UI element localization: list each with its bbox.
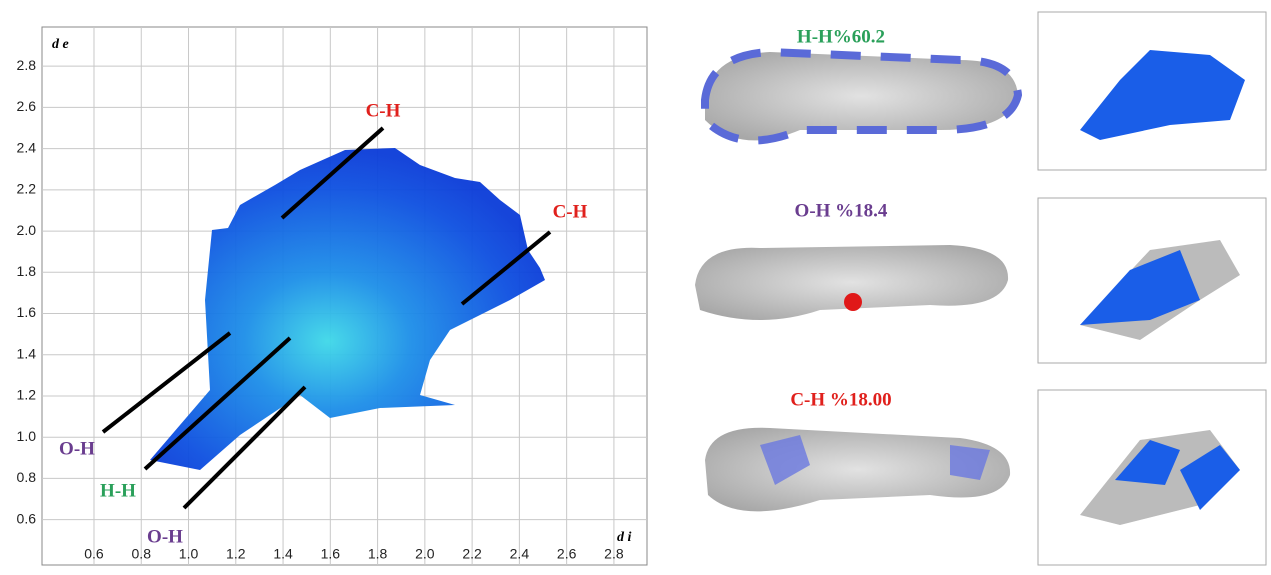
panel-label: H-H%60.2: [797, 26, 885, 47]
y-tick-label: 2.8: [17, 57, 37, 73]
x-tick-label: 2.0: [415, 546, 435, 562]
surface: [705, 52, 1018, 140]
x-tick-label: 2.4: [510, 546, 530, 562]
contact-spot: [844, 293, 862, 311]
x-tick-label: 1.8: [368, 546, 388, 562]
y-tick-label: 2.6: [17, 98, 37, 114]
panel-label: O-H %18.4: [795, 200, 888, 221]
panel-label: C-H %18.00: [790, 389, 891, 410]
x-tick-label: 1.6: [321, 546, 341, 562]
x-tick-label: 1.4: [273, 546, 293, 562]
annotation: O-H: [147, 526, 183, 547]
y-tick-label: 0.6: [17, 510, 37, 526]
figure: d e d i 0.6 0.8 1.0 1.2 1.4 1.6 1.8 2.0 2.2 2.4 2.…: [0, 0, 1271, 575]
x-tick-label: 0.8: [132, 546, 152, 562]
x-tick-label: 1.2: [226, 546, 246, 562]
x-tick-label: 2.6: [557, 546, 577, 562]
y-tick-label: 1.2: [17, 387, 37, 403]
y-tick-label: 2.2: [17, 181, 37, 197]
y-tick-label: 2.4: [17, 139, 37, 155]
molecules: [695, 52, 1018, 511]
y-tick-label: 1.0: [17, 428, 37, 444]
mini-plots: [1038, 12, 1266, 565]
annotation: O-H: [59, 438, 95, 459]
x-axis-label: d i: [617, 530, 632, 545]
y-tick-label: 1.4: [17, 345, 37, 361]
annotation: H-H: [100, 480, 136, 501]
x-tick-label: 1.0: [179, 546, 199, 562]
y-axis-label: d e: [52, 37, 69, 52]
y-tick-label: 1.6: [17, 304, 37, 320]
y-tick-label: 0.8: [17, 469, 37, 485]
annotation: C-H: [553, 201, 588, 222]
annotation: C-H: [366, 100, 401, 121]
x-tick-label: 2.2: [462, 546, 482, 562]
x-tick-label: 0.6: [84, 546, 104, 562]
x-tick-label: 2.8: [604, 546, 624, 562]
y-tick-label: 1.8: [17, 263, 37, 279]
y-tick-label: 2.0: [17, 222, 37, 238]
